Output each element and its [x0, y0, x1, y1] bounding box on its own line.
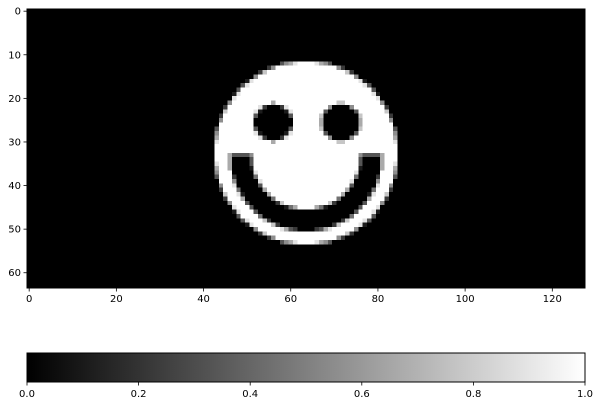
y-tick-label: 0 [15, 7, 21, 18]
y-tick-label: 10 [8, 50, 21, 61]
x-tick-label: 60 [284, 294, 297, 305]
y-tick-label: 50 [8, 225, 21, 236]
colorbar-tick-label: 1.0 [577, 389, 593, 400]
y-tick-label: 30 [8, 137, 21, 148]
colorbar-gradient [26, 352, 586, 383]
colorbar-axis: 0.0 0.2 0.4 0.6 0.8 1.0 [19, 382, 593, 400]
x-tick-label: 80 [372, 294, 385, 305]
heatmap-image [27, 9, 585, 288]
x-axis: 0 20 40 60 80 100 120 [26, 288, 562, 305]
plot-frame [26, 8, 586, 289]
colorbar-tick-label: 0.4 [242, 389, 258, 400]
y-tick-label: 40 [8, 181, 21, 192]
colorbar-tick-label: 0.6 [354, 389, 370, 400]
y-axis: 0 10 20 30 40 50 60 [8, 7, 27, 279]
colorbar-tick-label: 0.8 [465, 389, 481, 400]
y-tick-label: 60 [8, 268, 21, 279]
heatmap-pixels [27, 9, 585, 288]
y-tick-label: 20 [8, 94, 21, 105]
x-tick-label: 100 [456, 294, 475, 305]
x-tick-label: 40 [197, 294, 210, 305]
colorbar [26, 352, 586, 383]
colorbar-tick-label: 0.2 [131, 389, 147, 400]
x-tick-label: 20 [110, 294, 123, 305]
x-tick-label: 0 [26, 294, 32, 305]
colorbar-tick-label: 0.0 [19, 389, 35, 400]
x-tick-label: 120 [543, 294, 562, 305]
